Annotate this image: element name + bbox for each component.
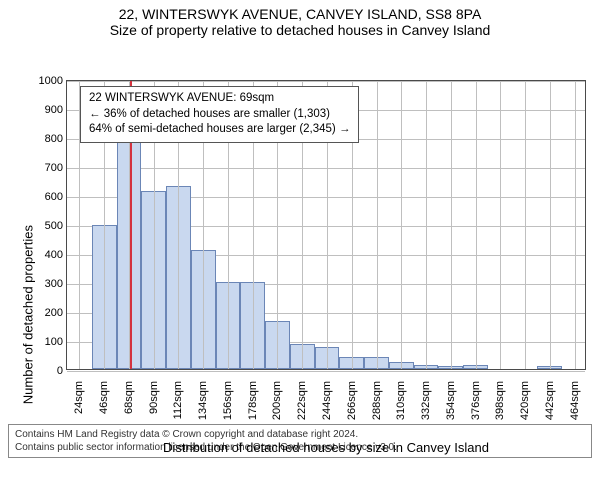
x-tick-label: 24sqm [73,377,85,414]
x-tick-label: 266sqm [346,377,358,420]
x-tick-label: 222sqm [296,377,308,420]
y-tick-label: 700 [45,162,67,174]
grid-v [476,81,477,369]
grid-h [67,168,585,169]
x-tick-label: 68sqm [123,377,135,414]
grid-h [67,81,585,82]
grid-v [401,81,402,369]
info-box: 22 WINTERSWYK AVENUE: 69sqm← 36% of deta… [80,86,359,143]
y-tick-label: 1000 [39,75,67,87]
grid-v [426,81,427,369]
x-tick-label: 442sqm [544,377,556,420]
y-tick-label: 100 [45,336,67,348]
page: 22, WINTERSWYK AVENUE, CANVEY ISLAND, SS… [0,0,600,500]
x-tick-label: 112sqm [172,377,184,419]
title-subtitle: Size of property relative to detached ho… [8,22,592,38]
x-axis-label: Distribution of detached houses by size … [163,440,489,455]
grid-v [550,81,551,369]
grid-v [525,81,526,369]
y-tick-label: 200 [45,307,67,319]
y-tick-label: 900 [45,104,67,116]
title-address: 22, WINTERSWYK AVENUE, CANVEY ISLAND, SS… [8,6,592,22]
info-box-line: 22 WINTERSWYK AVENUE: 69sqm [89,91,350,107]
x-tick-label: 420sqm [519,377,531,420]
x-tick-label: 200sqm [271,377,283,420]
y-tick-label: 400 [45,249,67,261]
y-tick-label: 800 [45,133,67,145]
x-tick-label: 244sqm [321,377,333,420]
grid-v [500,81,501,369]
x-tick-label: 354sqm [445,377,457,420]
y-tick-label: 0 [57,365,67,377]
chart-frame: 0 100 200 300 400 500 600 700 800 900 1000 24sqm 46s… [8,40,592,420]
info-box-line: 64% of semi-detached houses are larger (… [89,122,350,138]
x-tick-label: 332sqm [420,377,432,420]
grid-h [67,371,585,372]
x-tick-label: 90sqm [148,377,160,414]
x-tick-label: 464sqm [569,377,581,420]
grid-v [451,81,452,369]
x-tick-label: 288sqm [371,377,383,420]
y-tick-label: 500 [45,220,67,232]
grid-v [575,81,576,369]
x-tick-label: 178sqm [247,377,259,420]
x-tick-label: 376sqm [470,377,482,420]
x-tick-label: 310sqm [395,377,407,420]
x-tick-label: 46sqm [98,377,110,414]
grid-v [377,81,378,369]
x-tick-label: 398sqm [494,377,506,420]
x-tick-label: 156sqm [222,377,234,420]
y-tick-label: 600 [45,191,67,203]
y-tick-label: 300 [45,278,67,290]
info-box-line: ← 36% of detached houses are smaller (1,… [89,107,350,123]
y-axis-label: Number of detached properties [21,225,36,404]
x-tick-label: 134sqm [197,377,209,420]
